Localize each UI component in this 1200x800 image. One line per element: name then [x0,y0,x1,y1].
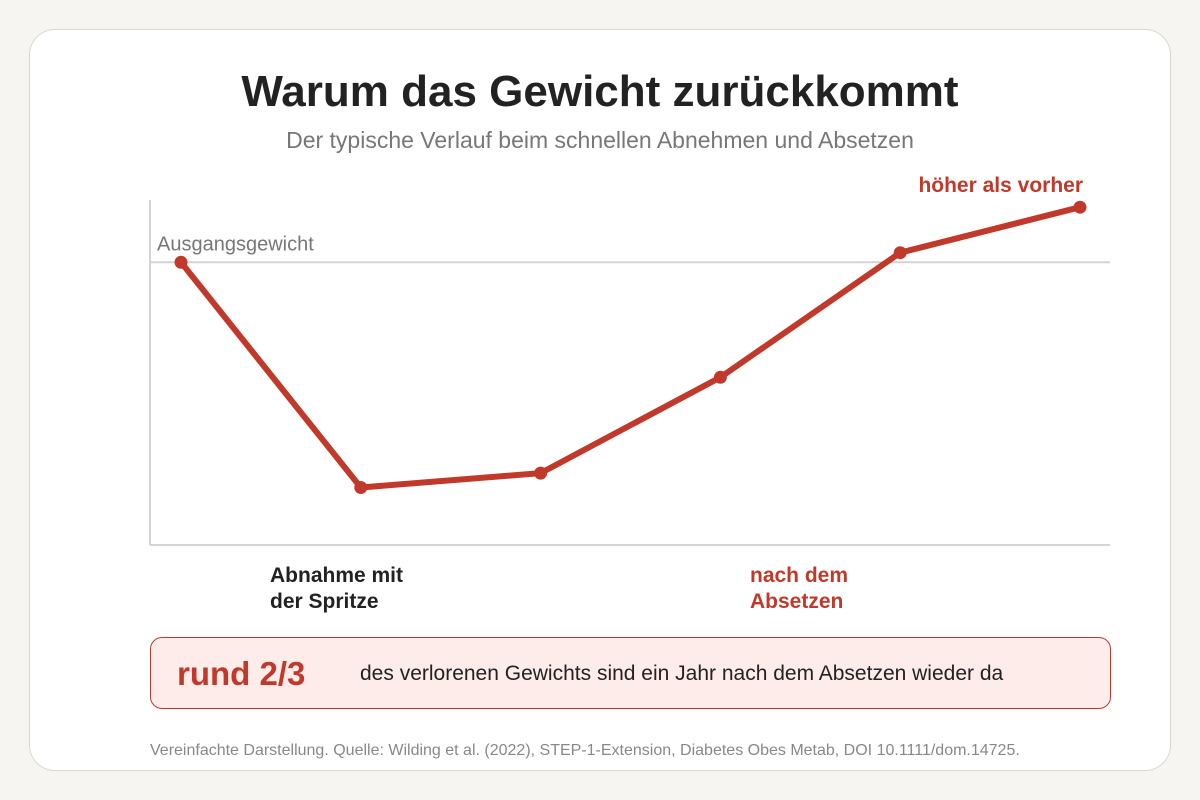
weight-series-line [178,204,1083,491]
end-point-label: höher als vorher [918,174,1083,197]
chart-subtitle: Der typische Verlauf beim schnellen Abne… [286,127,914,153]
chart-title: Warum das Gewicht zurückkommt [241,67,959,116]
callout-text: des verlorenen Gewichts sind ein Jahr na… [360,662,1004,685]
weight-data-point [354,481,368,494]
weight-data-point [174,255,188,269]
weight-data-point [713,370,727,384]
phase-label-injection: Abnahme mit der Spritze [270,564,404,613]
weight-data-point [893,246,907,260]
weight-data-point [1073,200,1087,214]
callout-box: rund 2/3 des verlorenen Gewichts sind ei… [150,637,1111,709]
baseline-reference-label: Ausgangsgewicht [157,233,314,255]
source-note: Vereinfachte Darstellung. Quelle: Wildin… [150,742,1020,759]
phase-label-after-stopping: nach dem Absetzen [750,564,849,613]
callout-value: rund 2/3 [177,655,306,692]
weight-data-point [534,466,548,480]
